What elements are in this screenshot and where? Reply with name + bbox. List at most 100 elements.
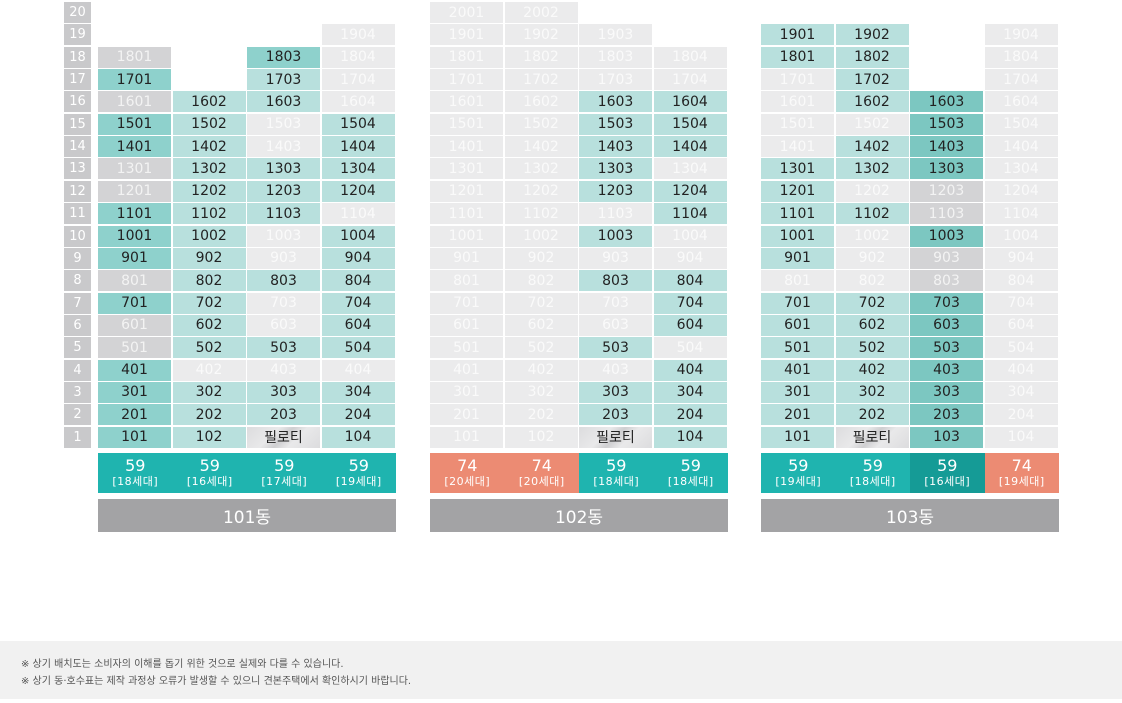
- unit-type-size: 59: [348, 456, 369, 475]
- unit-type-size: 59: [606, 456, 627, 475]
- unit-cell: 804: [984, 270, 1058, 292]
- unit-cell: 102: [504, 426, 578, 448]
- unit-cell: 1302: [835, 158, 909, 180]
- unit-type-cell: 74 [19세대]: [984, 453, 1059, 493]
- unit-cell: 402: [835, 359, 909, 381]
- unit-cell: 1704: [321, 69, 395, 91]
- unit-cell: 1901: [761, 24, 834, 46]
- unit-cell: 1002: [504, 225, 578, 247]
- unit-cell: 403: [247, 359, 320, 381]
- unit-cell: 201: [430, 404, 503, 426]
- unit-type-cell: 74 [20세대]: [430, 453, 505, 493]
- unit-cell: 1604: [321, 91, 395, 113]
- unit-cell: 303: [579, 381, 652, 403]
- unit-cell: 1004: [321, 225, 395, 247]
- unit-cell: 1804: [653, 46, 727, 68]
- unit-cell: 1803: [247, 46, 320, 68]
- unit-cell: 302: [172, 381, 246, 403]
- unit-cell: 204: [984, 404, 1058, 426]
- unit-cell: 1903: [579, 24, 652, 46]
- unit-cell: 901: [761, 247, 834, 269]
- unit-cell: 203: [247, 404, 320, 426]
- floor-label: 11: [64, 203, 91, 225]
- unit-cell: 1503: [579, 113, 652, 135]
- unit-type-size: 59: [199, 456, 220, 475]
- unit-cell: 1202: [172, 180, 246, 202]
- note-1: ※ 상기 배치도는 소비자의 이해를 돕기 위한 것으로 실제와 다를 수 있습…: [21, 659, 344, 670]
- unit-cell: 1503: [910, 113, 983, 135]
- unit-cell: 1501: [98, 113, 171, 135]
- unit-cell: 1902: [504, 24, 578, 46]
- unit-cell: 401: [761, 359, 834, 381]
- unit-type-cell: 59 [19세대]: [761, 453, 836, 493]
- unit-cell: 903: [910, 247, 983, 269]
- unit-cell: 1702: [835, 69, 909, 91]
- floor-label: 14: [64, 136, 91, 158]
- unit-cell: 604: [321, 314, 395, 336]
- unit-cell: 1802: [504, 46, 578, 68]
- unit-cell: 103: [910, 426, 983, 448]
- unit-cell: 202: [835, 404, 909, 426]
- unit-cell: 2001: [430, 2, 503, 23]
- unit-cell: 303: [910, 381, 983, 403]
- floor-label: 6: [64, 314, 91, 336]
- unit-cell: 604: [653, 314, 727, 336]
- unit-cell: 704: [321, 292, 395, 314]
- unit-cell: 101: [761, 426, 834, 448]
- floor-label: 8: [64, 270, 91, 292]
- unit-cell: 1304: [653, 158, 727, 180]
- unit-cell: 1403: [247, 136, 320, 158]
- floor-label: 15: [64, 113, 91, 135]
- unit-cell: 301: [430, 381, 503, 403]
- unit-cell: 1103: [910, 203, 983, 225]
- unit-cell: 1004: [653, 225, 727, 247]
- unit-cell: 501: [430, 337, 503, 359]
- unit-cell: 1703: [579, 69, 652, 91]
- unit-cell: 702: [835, 292, 909, 314]
- unit-cell: 1501: [430, 113, 503, 135]
- unit-cell: 1701: [761, 69, 834, 91]
- unit-cell: 502: [504, 337, 578, 359]
- unit-cell: 1403: [579, 136, 652, 158]
- unit-cell: 101: [98, 426, 171, 448]
- unit-cell: 1103: [579, 203, 652, 225]
- unit-type-count: [18세대]: [667, 475, 714, 488]
- unit-type-size: 74: [1011, 456, 1032, 475]
- unit-cell: 1003: [247, 225, 320, 247]
- unit-cell: 1401: [761, 136, 834, 158]
- unit-cell: 502: [835, 337, 909, 359]
- unit-cell: 1303: [579, 158, 652, 180]
- unit-cell: 1101: [430, 203, 503, 225]
- unit-cell: 801: [98, 270, 171, 292]
- unit-cell: 1603: [247, 91, 320, 113]
- floor-label: 17: [64, 69, 91, 91]
- unit-cell: 1503: [247, 113, 320, 135]
- floor-label: 2: [64, 404, 91, 426]
- unit-cell: 602: [835, 314, 909, 336]
- unit-cell: 1404: [653, 136, 727, 158]
- unit-cell: 1404: [321, 136, 395, 158]
- unit-cell: 904: [321, 247, 395, 269]
- unit-cell: 1902: [835, 24, 909, 46]
- floor-label: 3: [64, 381, 91, 403]
- unit-type-cell: 59 [18세대]: [579, 453, 654, 493]
- unit-type-count: [18세대]: [112, 475, 159, 488]
- unit-cell: 701: [761, 292, 834, 314]
- unit-cell: 1403: [910, 136, 983, 158]
- unit-cell: 1101: [761, 203, 834, 225]
- unit-cell: 1703: [247, 69, 320, 91]
- unit-cell: 801: [761, 270, 834, 292]
- unit-cell: 503: [579, 337, 652, 359]
- unit-cell: 801: [430, 270, 503, 292]
- unit-type-count: [18세대]: [593, 475, 640, 488]
- unit-cell: 202: [172, 404, 246, 426]
- unit-cell: 1004: [984, 225, 1058, 247]
- unit-cell: 903: [579, 247, 652, 269]
- floor-label: 4: [64, 359, 91, 381]
- unit-cell: 803: [910, 270, 983, 292]
- unit-cell: 1202: [835, 180, 909, 202]
- unit-cell: 1002: [835, 225, 909, 247]
- unit-cell: 902: [835, 247, 909, 269]
- unit-cell: 1801: [98, 46, 171, 68]
- unit-cell: 1601: [761, 91, 834, 113]
